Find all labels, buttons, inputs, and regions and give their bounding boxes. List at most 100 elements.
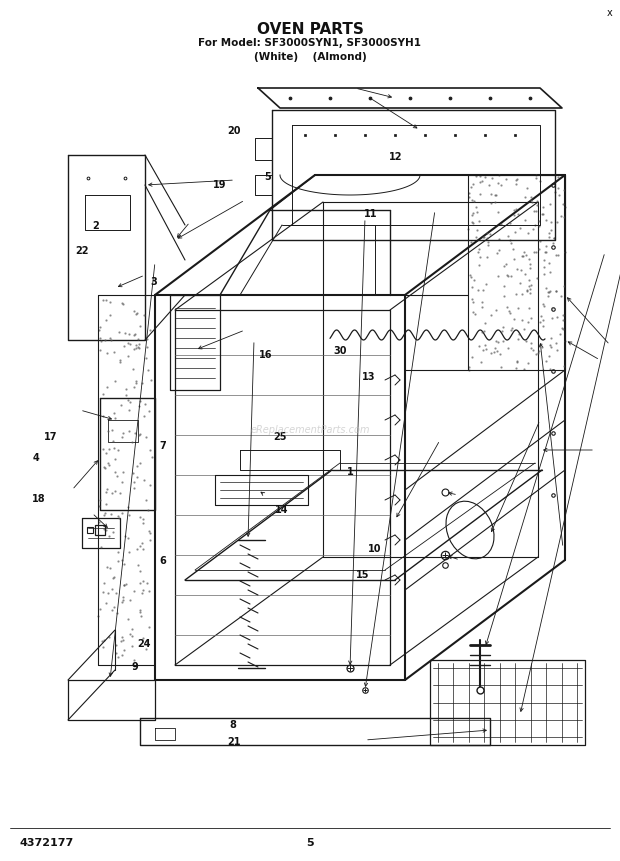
- Point: [499, 279, 509, 293]
- Text: 10: 10: [368, 544, 382, 554]
- Point: [480, 342, 490, 356]
- Point: [113, 545, 123, 559]
- Point: [545, 362, 555, 375]
- Text: 15: 15: [356, 570, 370, 580]
- Point: [503, 304, 513, 318]
- Point: [495, 347, 505, 361]
- Point: [120, 325, 130, 339]
- Point: [94, 499, 104, 513]
- Point: [466, 235, 476, 249]
- Point: [501, 172, 511, 186]
- Point: [544, 257, 554, 270]
- Point: [95, 493, 105, 507]
- Point: [131, 375, 141, 389]
- Point: [95, 343, 105, 356]
- Point: [119, 339, 129, 353]
- Point: [134, 400, 144, 413]
- Point: [127, 435, 137, 449]
- Point: [511, 177, 521, 191]
- Point: [118, 591, 128, 604]
- Point: [118, 426, 128, 440]
- Point: [139, 308, 149, 322]
- Point: [557, 321, 567, 335]
- Point: [502, 268, 512, 282]
- Point: [552, 310, 562, 324]
- Point: [100, 497, 110, 511]
- Point: [531, 347, 541, 361]
- Text: 5: 5: [306, 838, 314, 848]
- Point: [519, 322, 529, 336]
- Point: [95, 320, 105, 334]
- Point: [102, 424, 112, 437]
- Text: 6: 6: [159, 556, 166, 567]
- Point: [145, 479, 155, 492]
- Point: [539, 260, 549, 274]
- Point: [144, 405, 154, 418]
- Point: [559, 359, 569, 373]
- Point: [491, 189, 501, 202]
- Point: [145, 443, 155, 457]
- Point: [111, 638, 121, 652]
- Point: [539, 299, 549, 313]
- Point: [547, 311, 557, 325]
- Point: [118, 578, 128, 592]
- Point: [106, 333, 116, 347]
- Point: [471, 169, 481, 183]
- Point: [481, 277, 491, 291]
- Point: [538, 313, 548, 327]
- Point: [553, 181, 563, 195]
- Point: [541, 282, 551, 295]
- Point: [98, 585, 108, 598]
- Point: [129, 329, 139, 343]
- Point: [125, 394, 135, 408]
- Point: [467, 215, 477, 229]
- Point: [540, 245, 550, 259]
- Point: [108, 434, 118, 448]
- Point: [527, 195, 537, 208]
- Text: eReplacementParts.com: eReplacementParts.com: [250, 425, 370, 435]
- Point: [132, 307, 142, 320]
- Point: [472, 205, 482, 219]
- Point: [512, 262, 522, 276]
- Point: [101, 597, 111, 610]
- Text: 16: 16: [259, 350, 272, 360]
- Point: [507, 236, 516, 250]
- Text: 5: 5: [265, 171, 271, 182]
- Point: [143, 363, 153, 377]
- Point: [503, 229, 513, 243]
- Text: 9: 9: [132, 662, 138, 672]
- Point: [123, 350, 133, 363]
- Point: [546, 215, 556, 229]
- Point: [490, 342, 500, 356]
- Point: [143, 332, 153, 346]
- Point: [471, 201, 480, 214]
- Point: [143, 503, 153, 517]
- Point: [558, 323, 568, 337]
- Point: [477, 174, 487, 188]
- Point: [505, 307, 515, 320]
- Point: [97, 410, 107, 424]
- Point: [123, 612, 133, 626]
- Point: [526, 193, 536, 207]
- Point: [108, 570, 118, 584]
- Point: [482, 226, 492, 239]
- Point: [146, 373, 156, 387]
- Point: [522, 181, 532, 195]
- Point: [494, 243, 503, 257]
- Text: 25: 25: [273, 432, 287, 443]
- Point: [498, 335, 508, 349]
- Point: [536, 309, 546, 323]
- Point: [486, 188, 496, 201]
- Point: [524, 252, 534, 266]
- Point: [514, 326, 524, 340]
- Point: [464, 222, 474, 236]
- Point: [534, 214, 544, 227]
- Point: [494, 205, 503, 219]
- Point: [513, 301, 523, 315]
- Point: [129, 380, 139, 393]
- Point: [112, 607, 122, 621]
- Point: [556, 288, 566, 302]
- Point: [469, 273, 479, 287]
- Point: [124, 508, 134, 522]
- Point: [475, 188, 485, 201]
